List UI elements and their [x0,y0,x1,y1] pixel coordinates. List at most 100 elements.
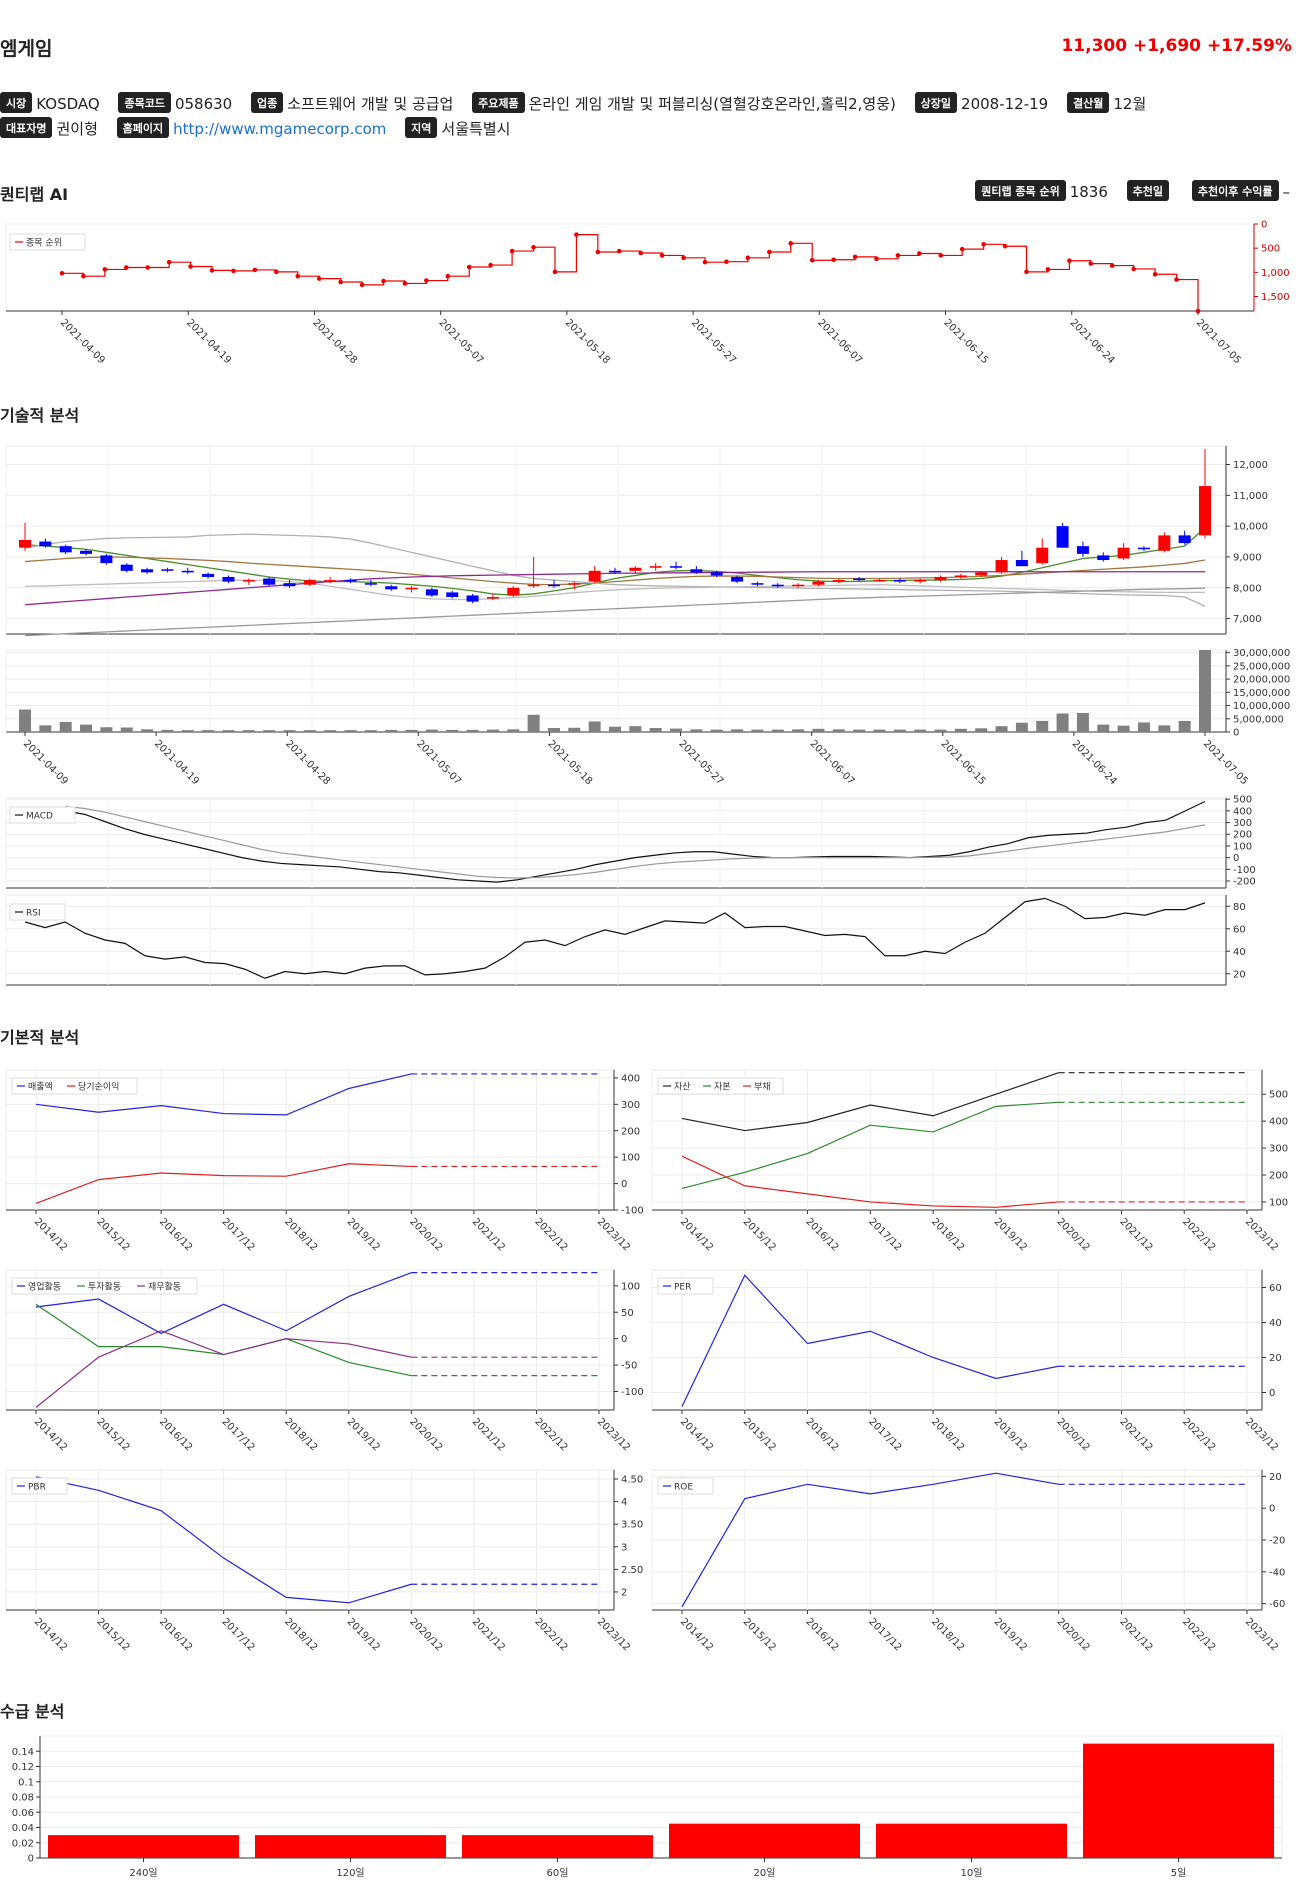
rank-point [316,276,322,281]
revenue-xtick-label: 2022/12 [532,1216,569,1253]
revenue-xtick-label: 2021/12 [470,1216,507,1253]
volume-bar [486,729,499,732]
rank-point [509,248,515,254]
market-tag: 시장 [0,92,33,113]
roe-xtick-label: 2021/12 [1117,1616,1154,1653]
rank-point [231,268,236,274]
volume-ytick-label: 15,000,000 [1233,688,1290,699]
roe-xtick-label: 2023/12 [1243,1616,1280,1653]
volume-bar [446,729,459,732]
candle-body [853,578,866,581]
rank-point [381,278,386,284]
per-xtick-label: 2022/12 [1180,1416,1217,1453]
rank-point [895,253,901,258]
per-xtick-label: 2014/12 [678,1416,715,1453]
code-value: 058630 [174,95,233,113]
balance-xtick-label: 2014/12 [678,1216,715,1253]
candle-body [771,584,784,587]
roe-xtick-label: 2017/12 [866,1616,903,1653]
macd-ytick-label: 500 [1233,795,1252,806]
roe-legend-box [657,1477,714,1495]
rank-point [638,250,644,256]
rank-point [59,271,65,276]
rank-point [359,282,365,288]
supply-ytick-label: 0.02 [12,1838,34,1849]
volume-ytick-label: 10,000,000 [1233,701,1290,712]
macd-ytick-label: 400 [1233,806,1252,817]
volume-ytick-label: 30,000,000 [1233,648,1290,659]
candle-body [202,573,215,577]
per-ytick-label: 40 [1269,1318,1282,1329]
candle-body [466,595,479,602]
rank-xtick-label: 2021-04-19 [184,317,233,366]
rsi-series-line [24,897,1206,979]
revenue-xtick-label: 2016/12 [157,1216,194,1253]
candle-body [893,580,906,582]
rank-point [959,246,965,252]
cashflow-legend-label: 재무활동 [148,1281,181,1293]
pbr-legend-label: PBR [28,1483,46,1493]
candle-ytick-label: 12,000 [1233,460,1268,471]
candle-body [242,580,255,582]
volume-bar [344,730,357,732]
volume-bar [1137,722,1150,732]
candle-body [324,580,337,582]
rsi-legend-box [9,903,66,921]
candle-body [588,570,601,582]
roe-ytick-label: -60 [1269,1599,1285,1610]
candle-body [792,584,805,587]
volume-bar [812,728,825,732]
pbr-xtick-label: 2019/12 [345,1616,382,1653]
revenue-series-line [35,1163,412,1204]
candle-body [1178,535,1191,544]
candle-body [486,597,499,599]
volume-bar [120,727,133,732]
candle-body [975,572,988,576]
supply-bar [48,1835,239,1858]
volume-bar [568,727,581,732]
supply-ytick-label: 0.12 [12,1762,34,1773]
fiscal-month-tag: 결산월 [1067,92,1110,113]
rsi-ytick-label: 80 [1233,902,1246,913]
balance-xtick-label: 2016/12 [803,1216,840,1253]
supply-bar [669,1823,860,1858]
roe-xtick-label: 2022/12 [1180,1616,1217,1653]
homepage-link[interactable]: http://www.mgamecorp.com [173,120,387,138]
volume-xtick-label: 2021-06-07 [808,738,857,787]
supply-ytick-label: 0.04 [12,1823,34,1834]
volume-bar [710,729,723,732]
rank-legend-box [9,233,86,251]
balance-series-line [681,1101,1059,1190]
rank-plot-area [5,223,1255,312]
macd-ytick-label: 100 [1233,841,1252,852]
supply-ytick-label: 0.08 [12,1793,34,1804]
rank-point [402,281,408,286]
pbr-series-line [35,1476,412,1604]
supply-ytick-label: 0.1 [18,1777,34,1788]
pbr-xtick-label: 2016/12 [157,1616,194,1653]
per-xtick-label: 2019/12 [992,1416,1029,1453]
rank-ytick-label: 1,500 [1261,292,1290,303]
balance-ytick-label: 400 [1269,1117,1288,1128]
supply-chart: 0 0.02 0.04 0.06 0.08 0.1 0.12 0.14 240일 120일 60일 2… [12,1735,1283,1879]
listing-date-tag: 상장일 [914,92,958,113]
candle-ytick-label: 11,000 [1233,491,1268,502]
candle-body [161,569,174,571]
candle-body [1137,547,1150,550]
balance-legend-label: 자본 [714,1082,731,1093]
balance-ytick-label: 100 [1269,1197,1288,1208]
supply-ytick-label: 0.06 [12,1808,34,1819]
revenue-xtick-label: 2015/12 [94,1216,131,1253]
balance-xtick-label: 2018/12 [929,1216,966,1253]
volume-bar [405,729,418,732]
product-tag: 주요제품 [472,92,525,113]
volume-bar [222,730,235,732]
candle-body [1199,486,1211,536]
volume-bar [19,709,31,732]
volume-bar [690,729,703,732]
candle-body [873,580,886,582]
homepage-tag: 홈페이지 [116,117,170,138]
pbr-xtick-label: 2022/12 [532,1616,569,1653]
cashflow-xtick-label: 2019/12 [345,1416,382,1453]
pbr-plot-area [5,1469,615,1611]
